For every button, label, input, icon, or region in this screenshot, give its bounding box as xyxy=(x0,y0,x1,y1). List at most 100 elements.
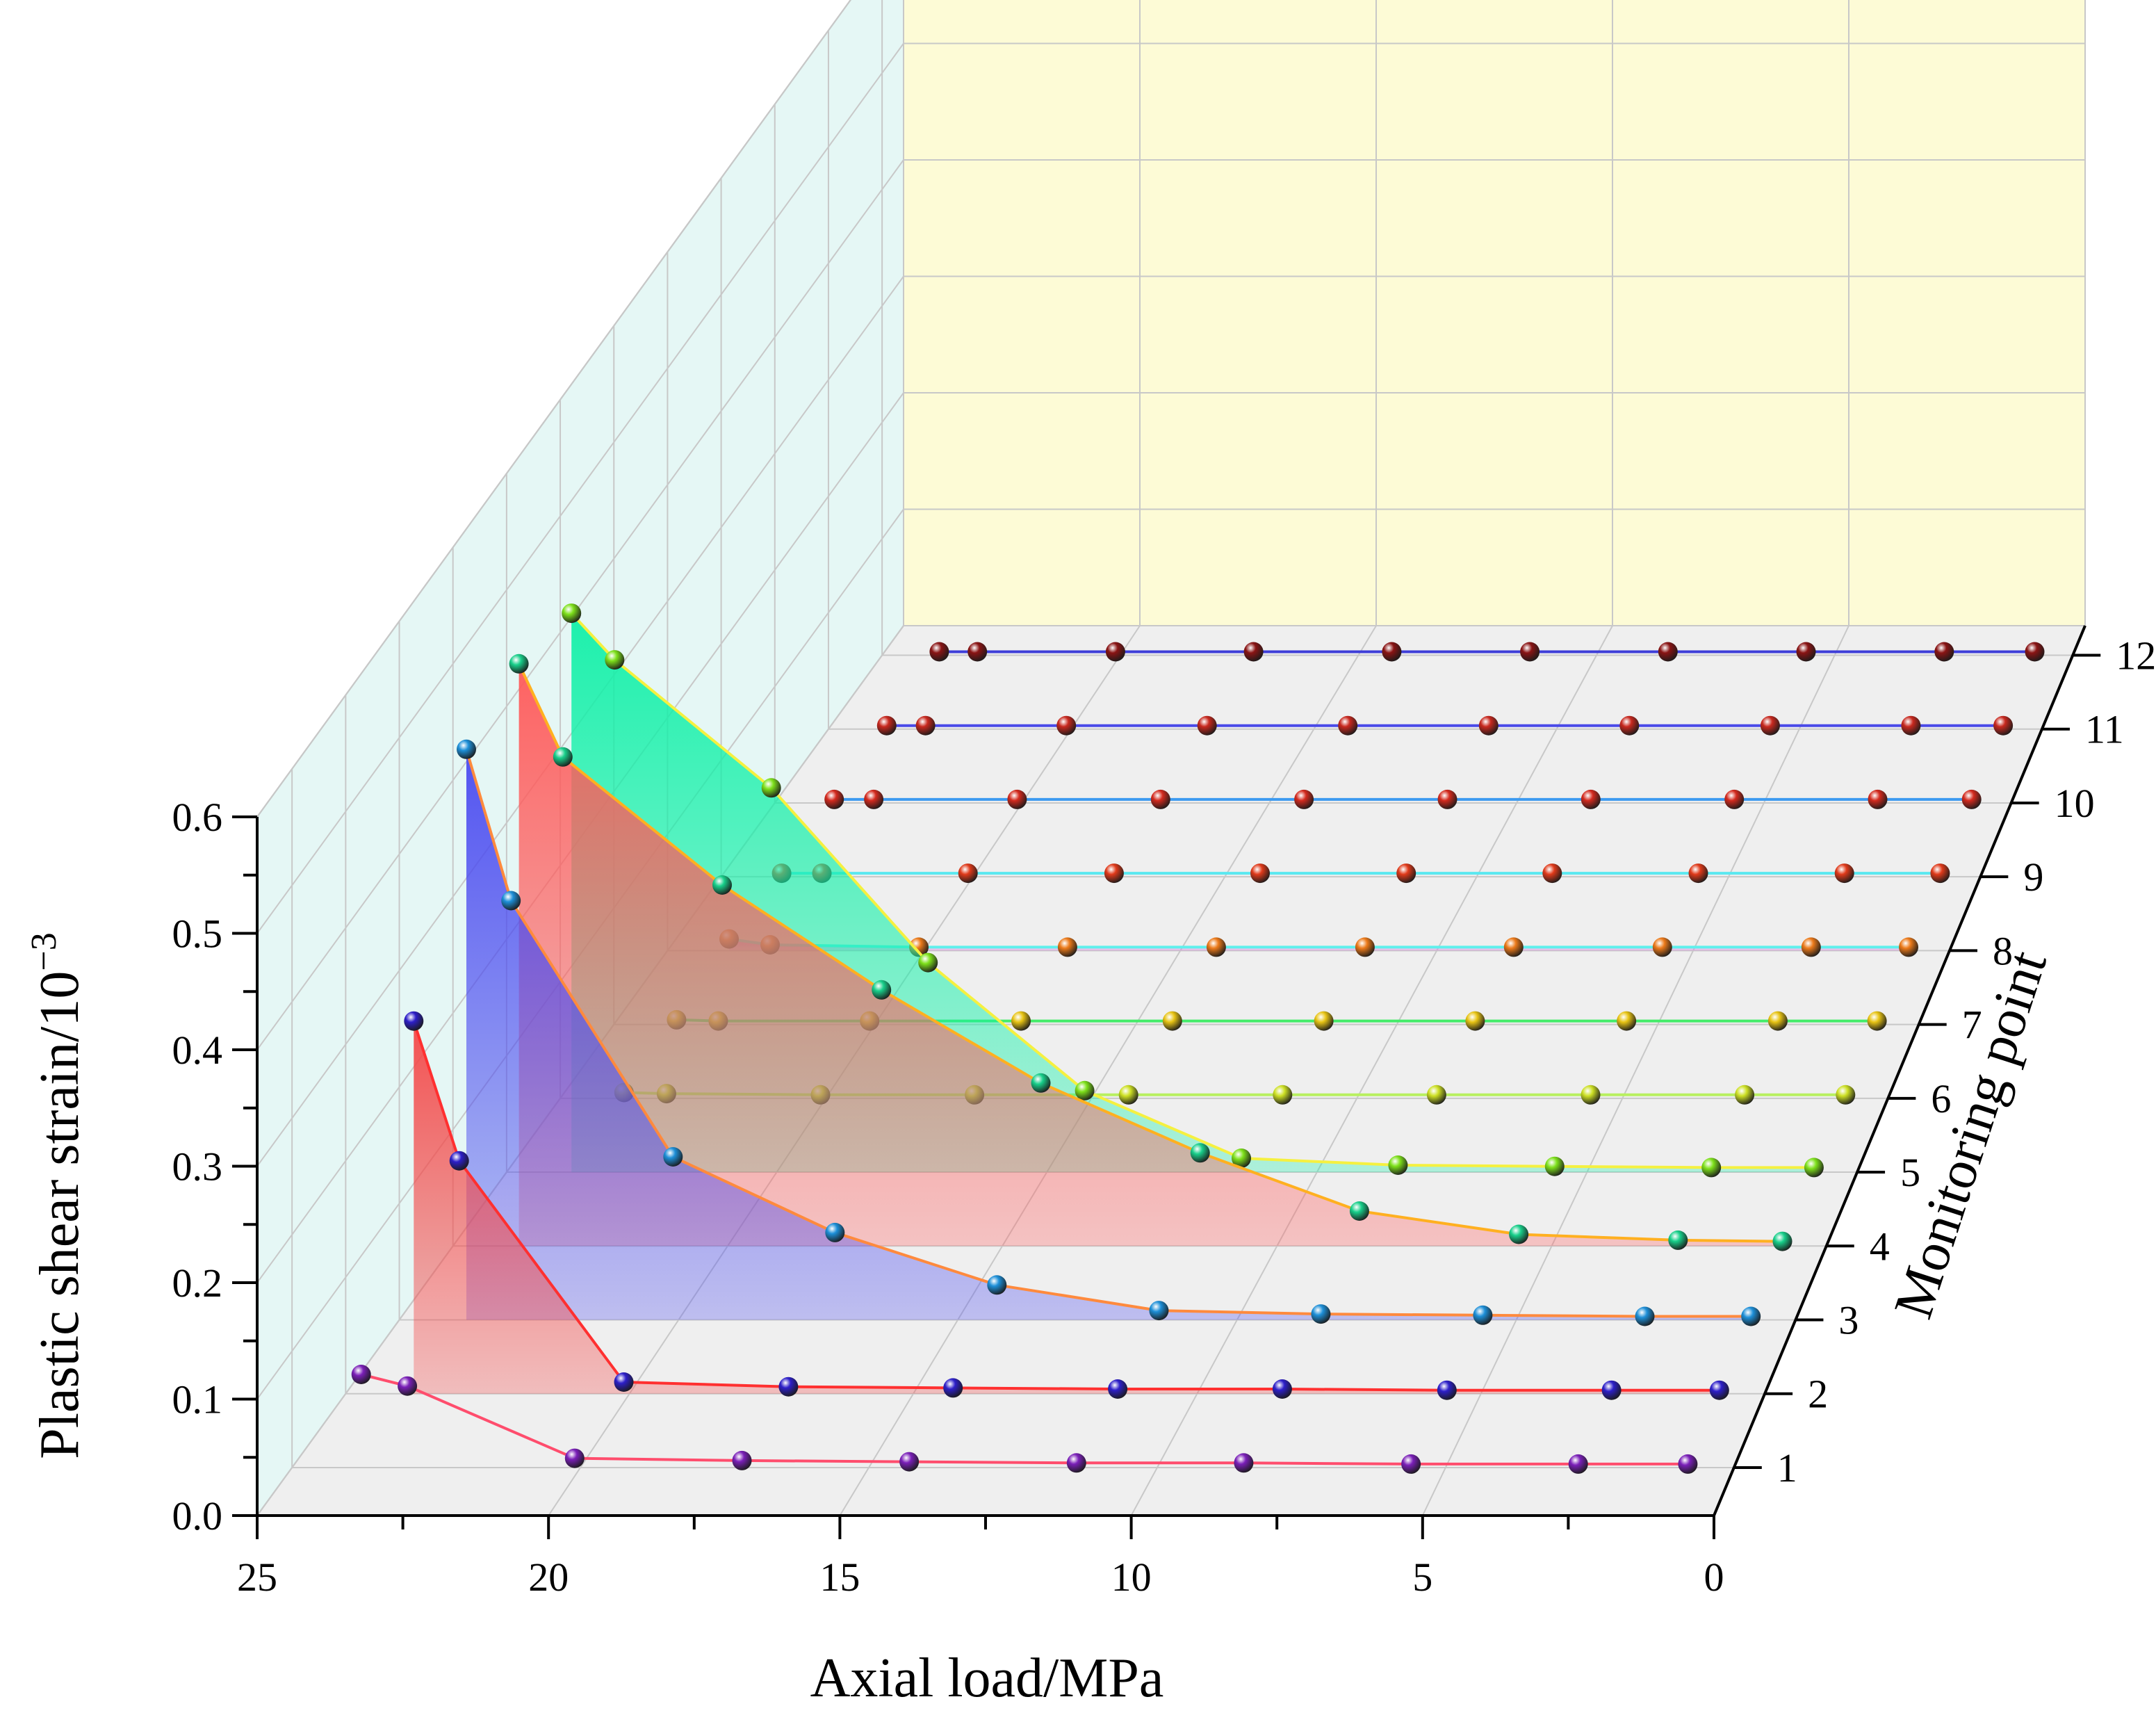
data-point xyxy=(1804,1158,1824,1177)
data-point xyxy=(1773,1232,1792,1251)
data-point xyxy=(1930,863,1950,883)
z-tick-label: 12 xyxy=(2116,633,2156,678)
data-point xyxy=(943,1378,963,1397)
z-tick-label: 5 xyxy=(1900,1150,1920,1195)
data-point xyxy=(1768,1012,1788,1031)
data-point xyxy=(1058,937,1077,957)
data-point xyxy=(1479,716,1498,736)
y-tick-label: 0.2 xyxy=(172,1260,223,1306)
data-point xyxy=(1149,1301,1168,1320)
data-point xyxy=(1031,1073,1051,1093)
data-point xyxy=(1797,642,1816,662)
data-point xyxy=(1355,937,1375,957)
data-point xyxy=(1473,1306,1492,1325)
data-point xyxy=(1545,1157,1565,1176)
data-point xyxy=(1689,863,1708,883)
data-point xyxy=(1710,1381,1729,1400)
data-point xyxy=(605,650,624,669)
data-point xyxy=(762,778,781,797)
y-tick-label: 0.6 xyxy=(172,795,223,840)
data-point xyxy=(1250,863,1270,883)
data-point xyxy=(1437,1381,1457,1400)
data-point xyxy=(1106,642,1125,662)
data-point xyxy=(1761,716,1780,736)
z-tick-label: 4 xyxy=(1870,1224,1890,1269)
data-point xyxy=(918,953,938,973)
data-point xyxy=(562,603,581,623)
data-point xyxy=(1396,863,1416,883)
data-point xyxy=(1617,1012,1636,1031)
data-point xyxy=(1075,1081,1095,1101)
x-axis-title: Axial load/MPa xyxy=(810,1648,1164,1709)
data-point xyxy=(1835,863,1854,883)
x-tick-label: 15 xyxy=(819,1554,860,1600)
data-point xyxy=(457,740,476,759)
data-point xyxy=(1993,716,2013,736)
data-point xyxy=(916,716,936,736)
x-tick-label: 5 xyxy=(1412,1554,1432,1600)
data-point xyxy=(1602,1381,1622,1400)
data-point xyxy=(1311,1304,1330,1324)
data-point xyxy=(1509,1225,1528,1244)
x-tick-label: 20 xyxy=(528,1554,569,1600)
x-tick-label: 10 xyxy=(1111,1554,1152,1600)
data-point xyxy=(1151,790,1170,809)
y-tick-label: 0.5 xyxy=(172,911,223,957)
y-tick-label: 0.1 xyxy=(172,1377,223,1422)
data-point xyxy=(1427,1085,1446,1105)
z-tick-label: 1 xyxy=(1777,1445,1797,1491)
data-point xyxy=(1104,863,1124,883)
data-point xyxy=(778,1377,798,1397)
data-point xyxy=(1067,1453,1086,1472)
data-point xyxy=(877,716,897,736)
data-point xyxy=(1382,642,1401,662)
data-point xyxy=(352,1365,371,1384)
chart-back-wall xyxy=(904,0,2085,626)
data-point xyxy=(1868,1012,1887,1031)
data-point xyxy=(1619,716,1639,736)
data-point xyxy=(1658,642,1678,662)
z-tick-label: 10 xyxy=(2055,781,2095,826)
data-point xyxy=(663,1147,683,1167)
data-point xyxy=(1338,716,1357,736)
data-point xyxy=(1741,1307,1761,1326)
data-point xyxy=(1007,790,1027,809)
data-point xyxy=(1273,1379,1292,1399)
data-point xyxy=(1294,790,1314,809)
data-point xyxy=(1465,1012,1485,1031)
data-point xyxy=(1401,1454,1421,1474)
data-point xyxy=(1191,1143,1210,1162)
data-point xyxy=(1802,937,1821,957)
data-point xyxy=(929,642,949,662)
data-point xyxy=(712,875,732,895)
data-point xyxy=(1901,716,1920,736)
data-point xyxy=(733,1451,752,1470)
data-point xyxy=(1314,1012,1334,1031)
data-point xyxy=(1244,642,1264,662)
data-point xyxy=(872,980,891,1000)
data-point xyxy=(398,1377,417,1396)
data-point xyxy=(1635,1307,1655,1326)
data-point xyxy=(1011,1012,1031,1031)
data-point xyxy=(1678,1454,1697,1474)
data-point xyxy=(1899,937,1918,957)
y-tick-label: 0.3 xyxy=(172,1144,223,1190)
data-point xyxy=(404,1012,423,1031)
x-tick-label: 0 xyxy=(1704,1554,1724,1600)
data-point xyxy=(509,654,529,674)
data-point xyxy=(1350,1201,1369,1221)
data-point xyxy=(1273,1085,1292,1105)
data-point xyxy=(1962,790,1982,809)
data-point xyxy=(1581,790,1601,809)
data-point xyxy=(1836,1085,1855,1105)
data-point xyxy=(864,790,883,809)
data-point xyxy=(1108,1379,1127,1399)
data-point xyxy=(450,1151,469,1171)
data-point xyxy=(614,1372,634,1392)
data-point xyxy=(1569,1454,1588,1474)
data-point xyxy=(1438,790,1457,809)
z-tick-label: 3 xyxy=(1838,1298,1859,1343)
data-point xyxy=(1668,1231,1688,1250)
